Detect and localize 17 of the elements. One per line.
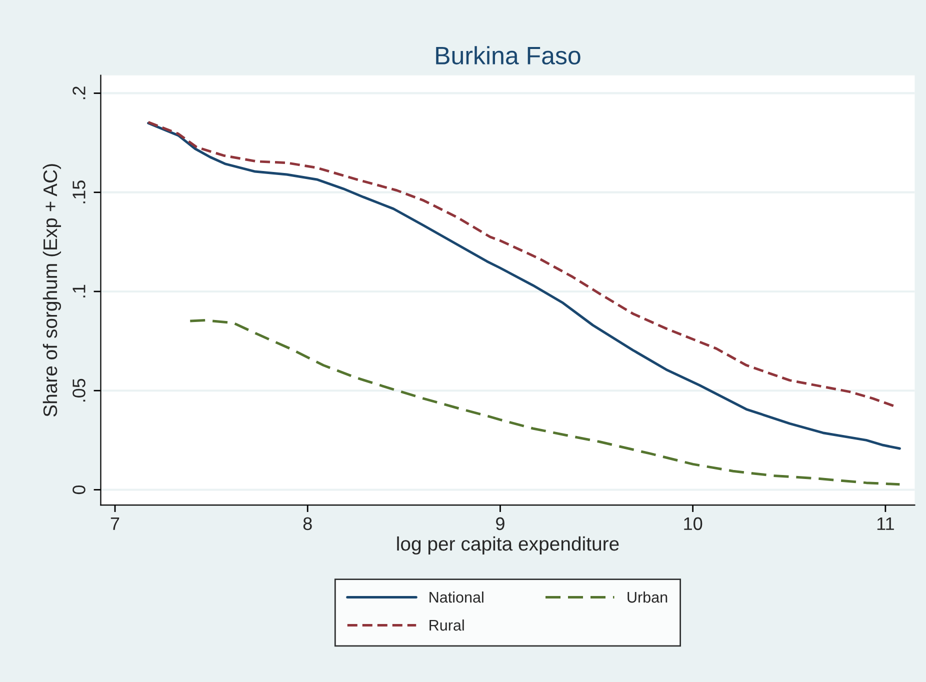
y-axis-title: Share of sorghum (Exp + AC) (42, 164, 61, 417)
chart-title: Burkina Faso (436, 46, 580, 64)
x-tick-label: 11 (877, 517, 894, 530)
y-tick-label: 0 (72, 485, 86, 494)
legend-label: Rural (430, 619, 464, 631)
x-tick-label: 7 (110, 517, 120, 530)
legend-label: Urban (628, 591, 668, 603)
y-tick-label: .15 (72, 180, 86, 204)
y-tick-label: .2 (72, 86, 86, 100)
x-axis-title: log per capita expenditure (397, 536, 619, 555)
line-series (188, 318, 901, 486)
y-tick-label: .05 (72, 378, 86, 402)
x-tick-label: 10 (684, 517, 702, 530)
legend-label: National (430, 591, 484, 603)
y-tick-label: .1 (72, 284, 86, 298)
x-tick-label: 9 (496, 517, 504, 530)
x-tick-label: 8 (303, 517, 312, 530)
